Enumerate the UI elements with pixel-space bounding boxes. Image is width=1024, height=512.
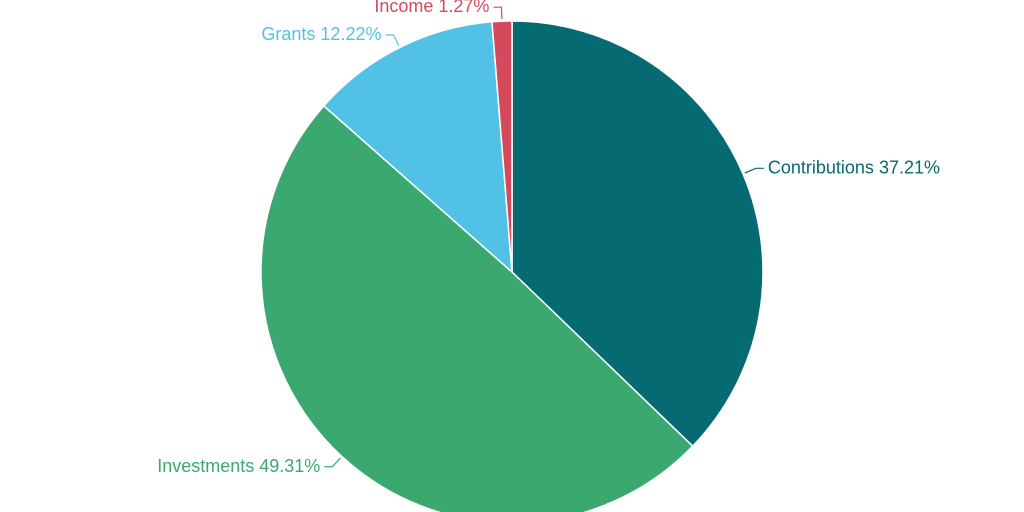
leader-line xyxy=(493,6,503,20)
slice-value: 37.21% xyxy=(879,157,940,177)
slice-value: 49.31% xyxy=(259,456,320,476)
pie-slice xyxy=(491,20,513,273)
slice-label: Contributions 37.21% xyxy=(768,157,940,177)
leader-line xyxy=(324,457,341,468)
slice-category: Grants xyxy=(261,24,315,44)
slice-category: Income xyxy=(374,0,433,16)
slice-value: 1.27% xyxy=(438,0,489,16)
slice-label: Income 1.27% xyxy=(374,0,489,16)
slice-label: Grants 12.22% xyxy=(261,24,381,44)
slice-category: Contributions xyxy=(768,157,874,177)
slice-label: Investments 49.31% xyxy=(157,456,320,476)
pie-slice xyxy=(260,104,694,512)
pie-slice xyxy=(511,20,764,448)
slice-category: Investments xyxy=(157,456,254,476)
leader-line xyxy=(744,167,764,174)
pie-slice xyxy=(322,20,513,274)
slice-value: 12.22% xyxy=(320,24,381,44)
leader-line xyxy=(385,34,400,46)
